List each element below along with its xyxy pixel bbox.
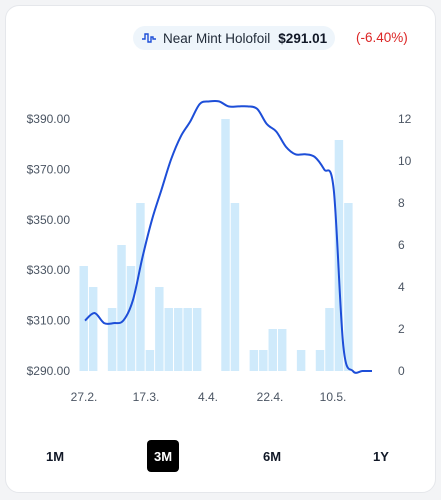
y-right-tick-label: 6 xyxy=(398,238,405,252)
legend-series-name: Near Mint Holofoil xyxy=(163,30,271,46)
volume-bar xyxy=(79,266,88,371)
x-tick-label: 27.2. xyxy=(71,390,98,404)
volume-bar xyxy=(88,287,98,371)
y-left-tick-label: $310.00 xyxy=(27,314,71,328)
volume-bars xyxy=(79,119,353,371)
volume-bar xyxy=(277,329,287,371)
volume-bar xyxy=(249,350,259,371)
volume-bar xyxy=(334,140,344,371)
x-tick-label: 17.3. xyxy=(133,390,160,404)
range-1y-button[interactable]: 1Y xyxy=(366,440,396,472)
volume-bar xyxy=(344,203,353,371)
x-tick-label: 4.4. xyxy=(198,390,218,404)
y-axis-left: $390.00 $370.00 $350.00 $330.00 $310.00 $290.… xyxy=(27,112,71,378)
y-right-tick-label: 2 xyxy=(398,322,405,336)
volume-bar xyxy=(117,245,126,371)
y-left-tick-label: $370.00 xyxy=(27,162,71,176)
price-history-icon xyxy=(142,33,156,43)
x-tick-label: 10.5. xyxy=(320,390,347,404)
y-left-tick-label: $350.00 xyxy=(27,213,71,227)
volume-bar xyxy=(259,350,268,371)
x-axis: 27.2. 17.3. 4.4. 22.4. 10.5. xyxy=(71,390,347,404)
volume-bar xyxy=(164,308,174,371)
volume-bar xyxy=(315,350,325,371)
legend-change: (-6.40%) xyxy=(356,30,408,45)
volume-bar xyxy=(183,308,192,371)
volume-bar xyxy=(174,308,183,371)
volume-bar xyxy=(325,308,334,371)
range-6m-button[interactable]: 6M xyxy=(257,440,287,472)
volume-bar xyxy=(230,203,240,371)
range-3m-button[interactable]: 3M xyxy=(147,440,179,472)
price-history-card xyxy=(5,5,436,493)
y-left-tick-label: $330.00 xyxy=(27,263,71,277)
y-axis-right: 12 10 8 6 4 2 0 xyxy=(398,112,412,378)
x-tick-label: 22.4. xyxy=(257,390,284,404)
price-line xyxy=(84,99,372,374)
volume-bar xyxy=(126,266,136,371)
volume-bar xyxy=(268,329,277,371)
y-left-tick-label: $390.00 xyxy=(27,112,71,126)
volume-bar xyxy=(192,308,202,371)
y-right-tick-label: 12 xyxy=(398,112,412,126)
y-right-tick-label: 4 xyxy=(398,280,405,294)
volume-bar xyxy=(107,308,117,371)
volume-bar xyxy=(155,287,164,371)
y-right-tick-label: 0 xyxy=(398,364,405,378)
volume-bar xyxy=(136,203,145,371)
legend-price: $291.01 xyxy=(278,30,328,46)
y-right-tick-label: 8 xyxy=(398,196,405,210)
chart-legend: Near Mint Holofoil $291.01 xyxy=(133,26,336,50)
y-left-tick-label: $290.00 xyxy=(27,364,71,378)
range-1m-button[interactable]: 1M xyxy=(40,440,70,472)
volume-bar xyxy=(296,350,306,371)
volume-bar xyxy=(221,119,230,371)
y-right-tick-label: 10 xyxy=(398,154,412,168)
volume-bar xyxy=(145,350,155,371)
